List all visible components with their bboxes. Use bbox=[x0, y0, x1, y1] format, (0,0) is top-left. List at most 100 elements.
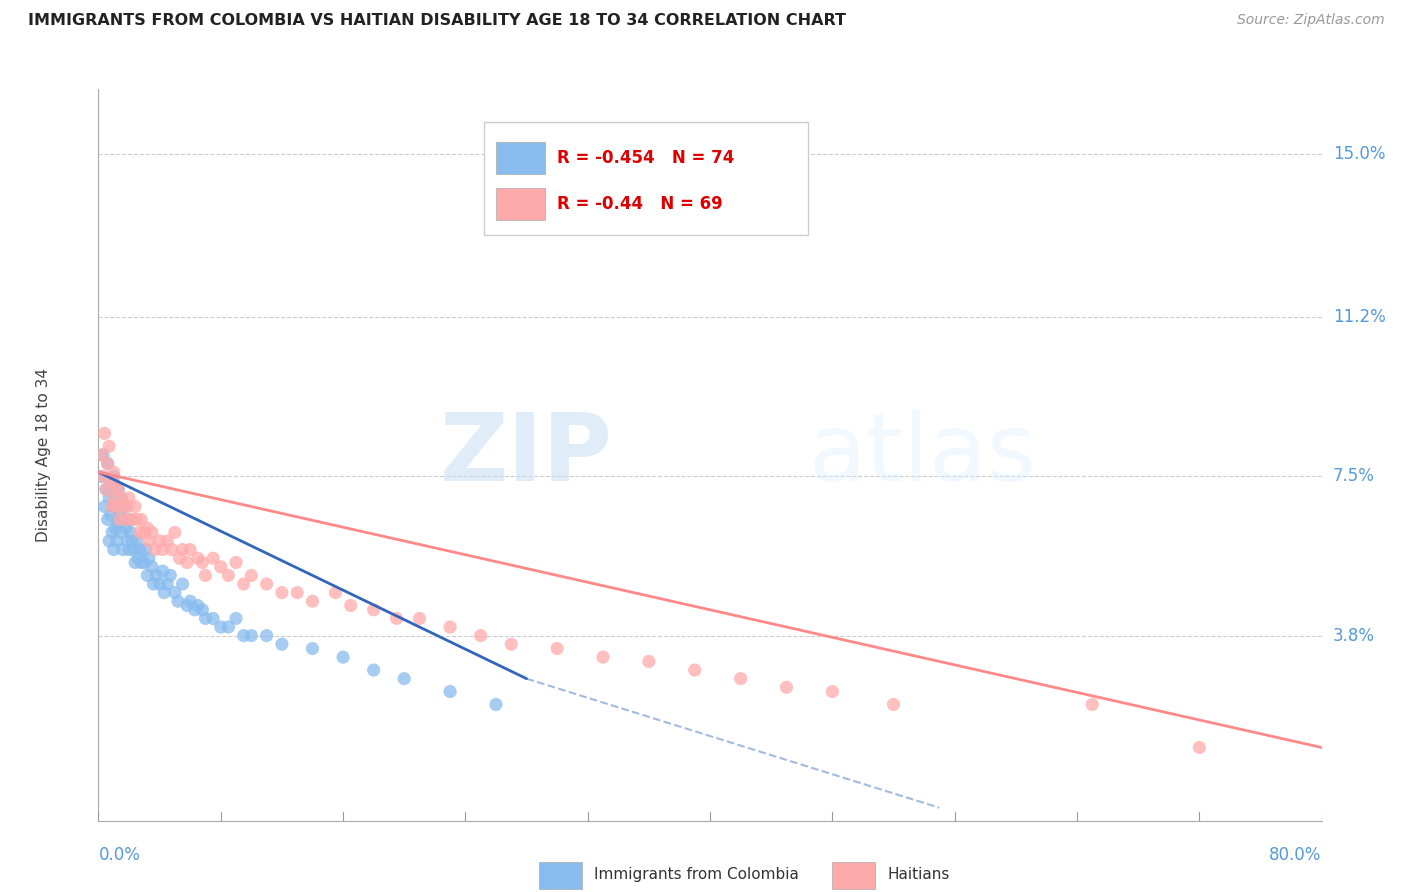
Point bbox=[176, 556, 198, 570]
Point bbox=[485, 698, 508, 712]
Point bbox=[821, 684, 844, 698]
Point bbox=[112, 500, 135, 514]
Point bbox=[179, 542, 201, 557]
Point bbox=[141, 559, 163, 574]
Point bbox=[97, 457, 120, 471]
Point bbox=[94, 483, 117, 497]
Point bbox=[117, 533, 139, 548]
Point bbox=[104, 478, 127, 492]
Point bbox=[125, 512, 148, 526]
Point bbox=[94, 483, 117, 497]
Point bbox=[187, 599, 209, 613]
Point bbox=[163, 525, 186, 540]
Point bbox=[149, 577, 172, 591]
Point bbox=[439, 684, 461, 698]
Text: Immigrants from Colombia: Immigrants from Colombia bbox=[593, 866, 799, 881]
Text: Source: ZipAtlas.com: Source: ZipAtlas.com bbox=[1237, 13, 1385, 28]
Point bbox=[98, 439, 121, 453]
Point bbox=[134, 556, 156, 570]
Point bbox=[105, 500, 128, 514]
Point bbox=[683, 663, 706, 677]
Point bbox=[103, 465, 125, 479]
Point bbox=[97, 457, 120, 471]
Point bbox=[117, 500, 139, 514]
Point bbox=[136, 521, 159, 535]
Point bbox=[194, 611, 217, 625]
Point bbox=[184, 603, 207, 617]
Point bbox=[115, 512, 138, 526]
Point bbox=[225, 556, 247, 570]
Point bbox=[202, 551, 225, 566]
Point bbox=[163, 585, 186, 599]
FancyBboxPatch shape bbox=[484, 122, 808, 235]
Point bbox=[120, 525, 142, 540]
Point bbox=[217, 620, 239, 634]
Point bbox=[90, 448, 112, 462]
Point bbox=[103, 469, 125, 483]
Point bbox=[1081, 698, 1104, 712]
Point bbox=[149, 533, 172, 548]
Text: Disability Age 18 to 34: Disability Age 18 to 34 bbox=[37, 368, 51, 542]
Point bbox=[143, 542, 166, 557]
Point bbox=[191, 603, 214, 617]
Point bbox=[152, 542, 174, 557]
Point bbox=[156, 577, 179, 591]
Point bbox=[285, 585, 308, 599]
Point bbox=[408, 611, 430, 625]
Point bbox=[256, 629, 278, 643]
Point bbox=[122, 542, 145, 557]
Point bbox=[107, 516, 129, 531]
Point bbox=[111, 500, 134, 514]
Point bbox=[217, 568, 239, 582]
Text: ZIP: ZIP bbox=[439, 409, 612, 501]
Point bbox=[107, 483, 129, 497]
Point bbox=[187, 551, 209, 566]
Point bbox=[107, 483, 129, 497]
Point bbox=[392, 672, 416, 686]
Point bbox=[194, 568, 217, 582]
Point bbox=[97, 512, 120, 526]
Point bbox=[93, 426, 115, 441]
Point bbox=[232, 629, 254, 643]
Point bbox=[104, 521, 127, 535]
Point bbox=[439, 620, 461, 634]
Point bbox=[209, 620, 232, 634]
Point bbox=[546, 641, 568, 656]
Text: 7.5%: 7.5% bbox=[1333, 467, 1375, 485]
Point bbox=[121, 533, 143, 548]
Point bbox=[332, 650, 354, 665]
Point bbox=[108, 508, 131, 523]
Point bbox=[172, 542, 194, 557]
Point bbox=[136, 568, 159, 582]
Point bbox=[101, 525, 124, 540]
Point bbox=[775, 680, 797, 694]
Point bbox=[141, 525, 163, 540]
Point bbox=[159, 568, 181, 582]
Point bbox=[101, 483, 124, 497]
Point bbox=[124, 500, 146, 514]
Text: 11.2%: 11.2% bbox=[1333, 309, 1385, 326]
FancyBboxPatch shape bbox=[832, 863, 875, 888]
Point bbox=[730, 672, 752, 686]
Point bbox=[240, 568, 263, 582]
Point bbox=[637, 655, 661, 669]
Text: R = -0.454   N = 74: R = -0.454 N = 74 bbox=[557, 149, 734, 168]
Point bbox=[301, 594, 323, 608]
Point bbox=[325, 585, 347, 599]
Point bbox=[128, 525, 150, 540]
Text: R = -0.44   N = 69: R = -0.44 N = 69 bbox=[557, 194, 723, 213]
Point bbox=[111, 512, 134, 526]
Point bbox=[111, 542, 134, 557]
Point bbox=[138, 551, 160, 566]
Point bbox=[270, 585, 292, 599]
Point bbox=[105, 500, 128, 514]
Point bbox=[98, 533, 121, 548]
Point bbox=[93, 500, 115, 514]
Text: 15.0%: 15.0% bbox=[1333, 145, 1385, 162]
Point bbox=[240, 629, 263, 643]
Point bbox=[191, 556, 214, 570]
Point bbox=[100, 508, 122, 523]
Point bbox=[110, 491, 132, 505]
Text: 0.0%: 0.0% bbox=[98, 847, 141, 864]
Point bbox=[1188, 740, 1211, 755]
